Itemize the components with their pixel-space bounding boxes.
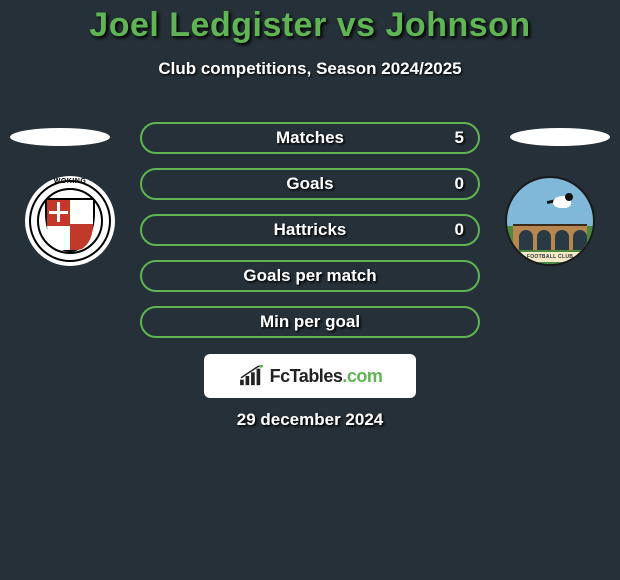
brand-text: FcTables.com — [270, 366, 383, 387]
page-title: Joel Ledgister vs Johnson — [0, 0, 620, 45]
subtitle: Club competitions, Season 2024/2025 — [0, 59, 620, 79]
stat-row-matches: Matches 5 — [140, 122, 480, 154]
right-badge-ribbon: FOOTBALL CLUB — [515, 252, 585, 262]
team-badge-left: WOKING — [20, 176, 120, 266]
magpie-icon — [551, 192, 575, 210]
brand-suffix: .com — [342, 366, 382, 386]
comparison-card: Joel Ledgister vs Johnson Club competiti… — [0, 0, 620, 79]
fctables-logo-icon — [238, 365, 266, 387]
right-club-badge: FOOTBALL CLUB — [505, 176, 595, 266]
right-platform-ellipse — [510, 128, 610, 146]
woking-text: WOKING — [25, 178, 115, 185]
stat-row-goals: Goals 0 — [140, 168, 480, 200]
stats-column: Matches 5 Goals 0 Hattricks 0 Goals per … — [140, 122, 480, 352]
stat-row-goals-per-match: Goals per match — [140, 260, 480, 292]
woking-badge: WOKING — [25, 176, 115, 266]
stat-value-right: 0 — [455, 220, 464, 240]
stat-label: Matches — [276, 128, 344, 148]
stat-label: Hattricks — [274, 220, 347, 240]
stat-label: Goals — [286, 174, 333, 194]
team-badge-right: FOOTBALL CLUB — [500, 176, 600, 266]
stat-row-hattricks: Hattricks 0 — [140, 214, 480, 246]
date-text: 29 december 2024 — [0, 410, 620, 430]
stat-label: Goals per match — [243, 266, 376, 286]
brand-name: FcTables — [270, 366, 343, 386]
stat-row-min-per-goal: Min per goal — [140, 306, 480, 338]
stat-label: Min per goal — [260, 312, 360, 332]
stat-value-right: 5 — [455, 128, 464, 148]
left-platform-ellipse — [10, 128, 110, 146]
brand-badge: FcTables.com — [204, 354, 416, 398]
stat-value-right: 0 — [455, 174, 464, 194]
